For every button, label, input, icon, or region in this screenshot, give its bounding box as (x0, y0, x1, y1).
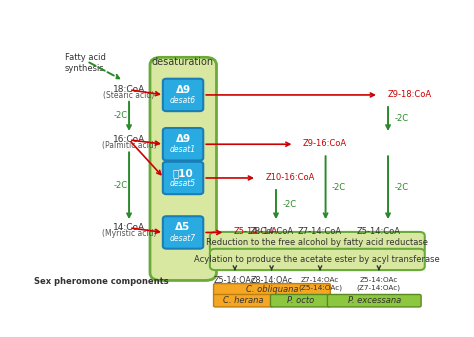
FancyBboxPatch shape (163, 79, 203, 111)
Text: C. herana: C. herana (223, 296, 264, 305)
Text: Z5-14:CoA: Z5-14:CoA (234, 227, 278, 236)
Text: Acylation to produce the acetate ester by acyl transferase: Acylation to produce the acetate ester b… (194, 255, 440, 264)
Text: Δ9: Δ9 (175, 85, 191, 95)
Text: desat6: desat6 (170, 96, 196, 105)
FancyBboxPatch shape (328, 295, 421, 307)
Text: Z10-16:CoA: Z10-16:CoA (265, 173, 315, 182)
Text: (Palmitic acid): (Palmitic acid) (101, 141, 156, 150)
FancyBboxPatch shape (150, 57, 217, 280)
Text: P. octo: P. octo (287, 296, 314, 305)
FancyBboxPatch shape (213, 283, 330, 296)
Text: -2C: -2C (282, 200, 296, 209)
Text: 18:CoA: 18:CoA (113, 85, 145, 94)
Text: Z9-18:CoA: Z9-18:CoA (387, 90, 431, 99)
Text: desaturation: desaturation (152, 58, 214, 67)
FancyBboxPatch shape (163, 128, 203, 160)
FancyBboxPatch shape (213, 295, 273, 307)
Text: Z7-14:OAc
(Z5-14:OAc): Z7-14:OAc (Z5-14:OAc) (298, 277, 342, 291)
Text: 㥉10: 㥉10 (173, 168, 193, 178)
FancyBboxPatch shape (163, 216, 203, 249)
Text: Z8-14:CoA: Z8-14:CoA (249, 227, 293, 236)
Text: Z5-14:CoA: Z5-14:CoA (357, 227, 401, 236)
Text: C. obliquana: C. obliquana (246, 285, 298, 294)
Text: Z7-14:CoA: Z7-14:CoA (298, 227, 342, 236)
Text: Z5-14:OAc
(Z7-14:OAc): Z5-14:OAc (Z7-14:OAc) (357, 277, 401, 291)
Text: desat1: desat1 (170, 146, 196, 154)
Text: (Stearic acid): (Stearic acid) (103, 91, 155, 100)
Text: -2C: -2C (114, 111, 128, 120)
FancyBboxPatch shape (271, 295, 330, 307)
FancyBboxPatch shape (210, 232, 425, 253)
Text: Δ5: Δ5 (175, 222, 191, 232)
Text: P. excessana: P. excessana (347, 296, 401, 305)
Text: Z5-14:OAc: Z5-14:OAc (214, 276, 256, 285)
Text: Reduction to the free alcohol by fatty acid reductase: Reduction to the free alcohol by fatty a… (206, 238, 428, 247)
Text: -2C: -2C (332, 183, 346, 191)
Text: desat5: desat5 (170, 179, 196, 188)
Text: Z9-16:CoA: Z9-16:CoA (303, 139, 347, 148)
Text: -2C: -2C (394, 114, 409, 123)
Text: 16:CoA: 16:CoA (113, 135, 145, 144)
Text: 14:CoA: 14:CoA (113, 223, 145, 232)
FancyBboxPatch shape (163, 162, 203, 194)
Text: (Myristic acid): (Myristic acid) (102, 229, 156, 238)
Text: -2C: -2C (394, 183, 409, 191)
Text: Fatty acid
synthesis: Fatty acid synthesis (65, 53, 106, 73)
FancyBboxPatch shape (210, 249, 425, 270)
Text: desat7: desat7 (170, 234, 196, 243)
Text: Sex pheromone components: Sex pheromone components (34, 277, 169, 286)
Text: Δ9: Δ9 (175, 134, 191, 144)
Text: -2C: -2C (114, 181, 128, 190)
Text: Z8-14:OAc: Z8-14:OAc (251, 276, 292, 285)
